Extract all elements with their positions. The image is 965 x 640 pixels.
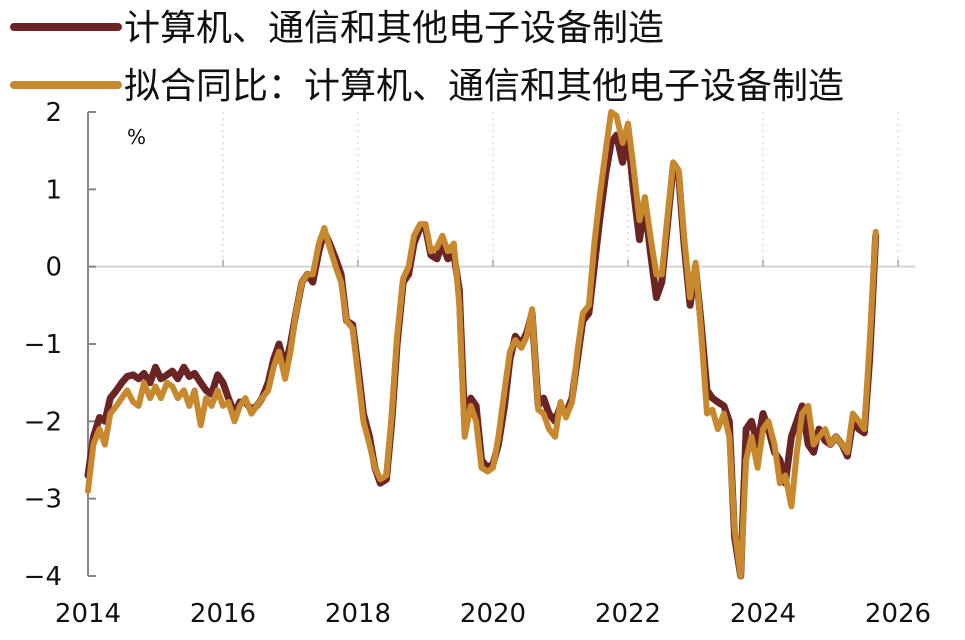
y-tick-label: −2 — [24, 407, 62, 437]
legend-label-actual-series: 计算机、通信和其他电子设备制造 — [124, 8, 664, 49]
x-tick-label: 2016 — [190, 599, 256, 629]
series-line-actual — [84, 131, 880, 580]
legend-label-fitted-series: 拟合同比：计算机、通信和其他电子设备制造 — [124, 66, 844, 107]
y-tick-label: −1 — [24, 330, 62, 360]
x-tick-label: 2026 — [865, 599, 931, 629]
x-tick-label: 2024 — [730, 599, 796, 629]
y-tick-label: −4 — [24, 562, 62, 592]
y-axis-ticks: 2 1 0 −1 −2 −3 −4 — [24, 98, 96, 592]
x-axis-ticks: 2014 2016 2018 2020 2022 2024 2026 — [55, 259, 931, 629]
legend: 计算机、通信和其他电子设备制造 拟合同比：计算机、通信和其他电子设备制造 — [10, 8, 844, 107]
y-tick-label: 2 — [45, 98, 62, 128]
x-tick-label: 2018 — [325, 599, 391, 629]
y-tick-label: 0 — [45, 253, 62, 283]
axes: 2 1 0 −1 −2 −3 −4 2014 2016 2018 2020 2022 2024 2026 — [24, 98, 931, 629]
series-layer — [84, 109, 880, 580]
x-tick-label: 2022 — [595, 599, 661, 629]
series-line-fitted — [85, 109, 879, 579]
y-axis-unit-label: % — [127, 125, 146, 149]
x-tick-label: 2020 — [460, 599, 526, 629]
x-tick-label: 2014 — [55, 599, 121, 629]
y-tick-label: 1 — [45, 175, 62, 205]
y-tick-label: −3 — [24, 485, 62, 515]
